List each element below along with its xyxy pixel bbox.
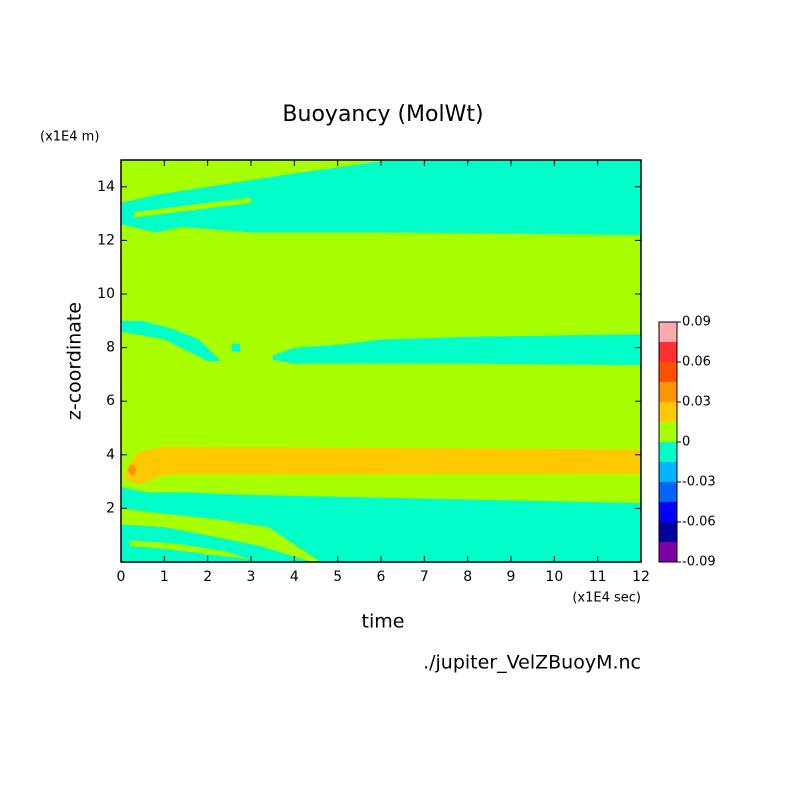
y-tick-label: 6 xyxy=(106,393,115,409)
y-tick-label: 14 xyxy=(97,179,115,195)
contour-region xyxy=(129,540,251,560)
contour-region xyxy=(121,486,641,562)
y-tick-label: 2 xyxy=(106,500,115,516)
x-tick-label: 6 xyxy=(377,569,386,585)
x-tick-label: 10 xyxy=(545,569,563,585)
colorbar-box xyxy=(659,422,677,442)
contour-region xyxy=(125,446,642,485)
colorbar-box xyxy=(659,502,677,522)
contour-region xyxy=(121,524,312,562)
x-tick-label: 8 xyxy=(463,569,472,585)
colorbar-tick-label: -0.06 xyxy=(682,515,716,530)
y-tick-label: 12 xyxy=(97,232,115,248)
contour-region xyxy=(272,334,641,366)
colorbar-box xyxy=(659,482,677,502)
colorbar-box xyxy=(659,322,677,342)
y-tick-label: 10 xyxy=(97,286,115,302)
y-tick-label: 8 xyxy=(106,340,115,356)
contour-region xyxy=(127,464,137,477)
colorbar-box xyxy=(659,342,677,362)
contour-region xyxy=(134,197,251,218)
colorbar-box xyxy=(659,522,677,542)
y-unit: (x1E4 m) xyxy=(40,130,99,145)
colorbar-tick-label: 0 xyxy=(682,435,690,450)
colorbar-tick-label: -0.03 xyxy=(682,475,716,490)
colorbar-box xyxy=(659,362,677,382)
source-label: ./jupiter_VelZBuoyM.nc xyxy=(423,652,641,674)
colorbar-box xyxy=(659,462,677,482)
colorbar-box xyxy=(659,402,677,422)
x-tick-label: 1 xyxy=(160,569,169,585)
x-tick-label: 0 xyxy=(117,569,126,585)
x-unit: (x1E4 sec) xyxy=(572,591,641,606)
x-tick-label: 2 xyxy=(203,569,212,585)
x-tick-label: 4 xyxy=(290,569,299,585)
x-tick-label: 5 xyxy=(333,569,342,585)
x-axis-label: time xyxy=(362,611,405,633)
x-tick-label: 9 xyxy=(507,569,516,585)
contour-region xyxy=(121,160,641,236)
x-tick-label: 3 xyxy=(247,569,256,585)
chart-title: Buoyancy (MolWt) xyxy=(282,102,483,127)
colorbar-tick-label: 0.03 xyxy=(682,395,711,410)
y-tick-label: 4 xyxy=(106,447,115,463)
y-axis-label: z-coordinate xyxy=(64,302,86,420)
colorbar-tick-label: -0.09 xyxy=(682,555,716,570)
x-tick-label: 12 xyxy=(632,569,650,585)
x-tick-label: 7 xyxy=(420,569,429,585)
colorbar-box xyxy=(659,442,677,462)
colorbar-box xyxy=(659,382,677,402)
contour-region xyxy=(231,343,241,352)
colorbar-tick-label: 0.09 xyxy=(682,315,711,330)
colorbar-tick-label: 0.06 xyxy=(682,355,711,370)
contour-region xyxy=(121,320,221,361)
x-tick-label: 11 xyxy=(589,569,607,585)
colorbar-box xyxy=(659,542,677,562)
